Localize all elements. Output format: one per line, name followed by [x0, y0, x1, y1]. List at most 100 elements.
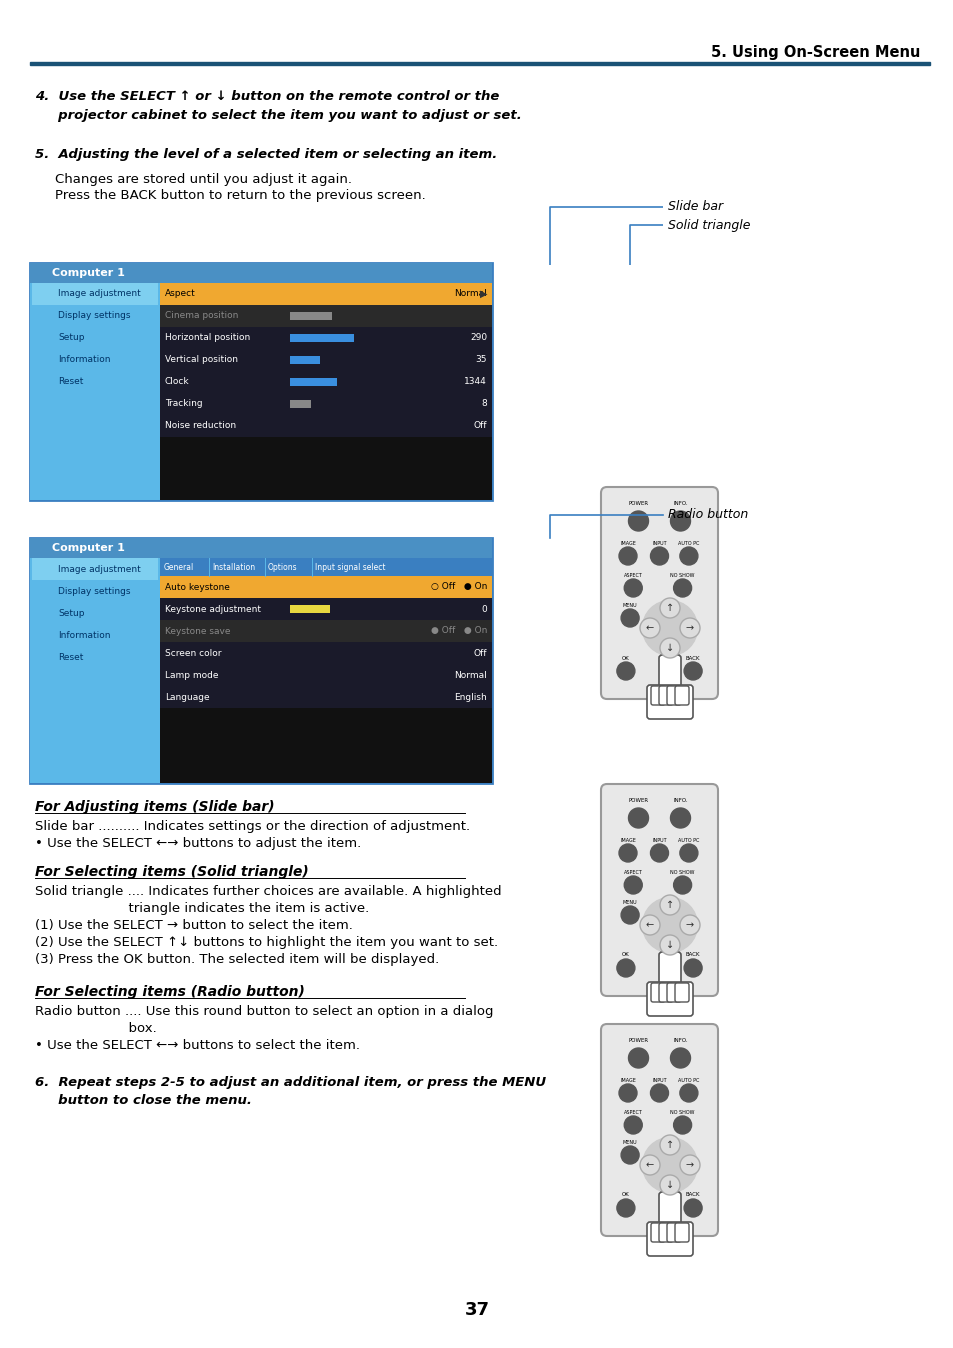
Text: Display settings: Display settings — [58, 311, 131, 321]
FancyBboxPatch shape — [650, 983, 664, 1002]
Text: ASPECT: ASPECT — [623, 1109, 642, 1115]
Bar — [160, 620, 492, 642]
Text: Reset: Reset — [58, 377, 83, 387]
Circle shape — [670, 511, 690, 531]
Text: Radio button: Radio button — [667, 508, 747, 522]
Text: 4.  Use the SELECT ↑ or ↓ button on the remote control or the: 4. Use the SELECT ↑ or ↓ button on the r… — [35, 90, 498, 102]
Ellipse shape — [641, 1138, 697, 1193]
Text: Installation: Installation — [212, 562, 254, 572]
Text: Horizontal position: Horizontal position — [165, 333, 250, 342]
Text: For Adjusting items (Slide bar): For Adjusting items (Slide bar) — [35, 799, 274, 814]
Text: Aspect: Aspect — [165, 290, 195, 298]
Text: INFO.: INFO. — [673, 1038, 687, 1043]
FancyBboxPatch shape — [659, 983, 672, 1002]
Bar — [160, 708, 492, 783]
Text: English: English — [454, 693, 486, 701]
Text: Off: Off — [473, 648, 486, 658]
Text: Auto keystone: Auto keystone — [165, 582, 230, 592]
Circle shape — [617, 1198, 635, 1217]
Text: POWER: POWER — [628, 501, 648, 506]
Bar — [160, 437, 492, 500]
Circle shape — [620, 906, 639, 923]
Bar — [290, 377, 336, 386]
Bar — [30, 263, 492, 500]
Circle shape — [659, 1175, 679, 1194]
Circle shape — [617, 662, 635, 679]
Bar — [160, 328, 492, 349]
Text: POWER: POWER — [628, 1038, 648, 1043]
Text: IMAGE: IMAGE — [619, 541, 636, 546]
Text: ↓: ↓ — [665, 1180, 674, 1190]
Text: Keystone save: Keystone save — [165, 627, 231, 635]
Text: ↓: ↓ — [665, 940, 674, 950]
Text: Off: Off — [473, 422, 486, 430]
Text: ASPECT: ASPECT — [623, 573, 642, 578]
Text: Cinema position: Cinema position — [165, 311, 238, 321]
Bar — [32, 283, 158, 305]
Bar — [160, 283, 492, 305]
Text: MENU: MENU — [622, 603, 637, 608]
Text: 35: 35 — [475, 356, 486, 364]
Circle shape — [679, 617, 700, 638]
Text: Reset: Reset — [58, 652, 83, 662]
Text: 290: 290 — [470, 333, 486, 342]
Text: For Selecting items (Solid triangle): For Selecting items (Solid triangle) — [35, 865, 309, 879]
Text: OK: OK — [621, 1193, 629, 1197]
Text: Keystone adjustment: Keystone adjustment — [165, 604, 261, 613]
Bar — [290, 605, 330, 613]
Text: ↓: ↓ — [665, 643, 674, 652]
Circle shape — [673, 580, 691, 597]
Text: ○ Off   ● On: ○ Off ● On — [430, 582, 486, 592]
Text: NO SHOW: NO SHOW — [670, 869, 694, 875]
Text: Image adjustment: Image adjustment — [58, 565, 141, 573]
Text: INPUT: INPUT — [652, 541, 666, 546]
Text: Noise reduction: Noise reduction — [165, 422, 236, 430]
Text: Press the BACK button to return to the previous screen.: Press the BACK button to return to the p… — [55, 189, 425, 202]
Text: Slide bar: Slide bar — [667, 201, 722, 213]
Text: Input signal select: Input signal select — [314, 562, 385, 572]
FancyBboxPatch shape — [659, 686, 672, 705]
Bar — [30, 708, 160, 783]
Text: MENU: MENU — [622, 900, 637, 905]
FancyBboxPatch shape — [666, 686, 680, 705]
Text: →: → — [685, 1161, 694, 1170]
FancyBboxPatch shape — [675, 1223, 688, 1242]
Circle shape — [639, 617, 659, 638]
Text: button to close the menu.: button to close the menu. — [35, 1095, 252, 1107]
Circle shape — [679, 915, 700, 936]
Text: OK: OK — [621, 953, 629, 957]
Bar — [160, 371, 492, 394]
Circle shape — [659, 895, 679, 915]
Ellipse shape — [641, 600, 697, 655]
Circle shape — [679, 1084, 698, 1103]
Text: BACK: BACK — [685, 655, 700, 661]
Text: (2) Use the SELECT ↑↓ buttons to highlight the item you want to set.: (2) Use the SELECT ↑↓ buttons to highlig… — [35, 936, 497, 949]
Bar — [290, 356, 319, 364]
FancyBboxPatch shape — [675, 686, 688, 705]
Text: Options: Options — [268, 562, 297, 572]
Text: projector cabinet to select the item you want to adjust or set.: projector cabinet to select the item you… — [35, 109, 521, 123]
Text: ←: ← — [645, 919, 654, 930]
Text: OK: OK — [621, 655, 629, 661]
Text: (1) Use the SELECT → button to select the item.: (1) Use the SELECT → button to select th… — [35, 919, 353, 931]
Text: IMAGE: IMAGE — [619, 838, 636, 842]
Text: →: → — [685, 623, 694, 634]
FancyBboxPatch shape — [659, 655, 680, 692]
FancyBboxPatch shape — [666, 1223, 680, 1242]
Text: triangle indicates the item is active.: triangle indicates the item is active. — [35, 902, 369, 915]
Bar — [30, 437, 160, 500]
Circle shape — [659, 599, 679, 617]
Circle shape — [673, 1116, 691, 1134]
Circle shape — [659, 1135, 679, 1155]
Circle shape — [659, 936, 679, 954]
Text: BACK: BACK — [685, 1193, 700, 1197]
Circle shape — [650, 1084, 668, 1103]
Bar — [30, 538, 492, 558]
Circle shape — [650, 547, 668, 565]
Text: AUTO PC: AUTO PC — [678, 838, 699, 842]
Bar — [30, 538, 492, 783]
Bar — [160, 642, 492, 665]
Text: BACK: BACK — [685, 953, 700, 957]
Text: ↑: ↑ — [665, 900, 674, 910]
Bar — [160, 558, 492, 576]
